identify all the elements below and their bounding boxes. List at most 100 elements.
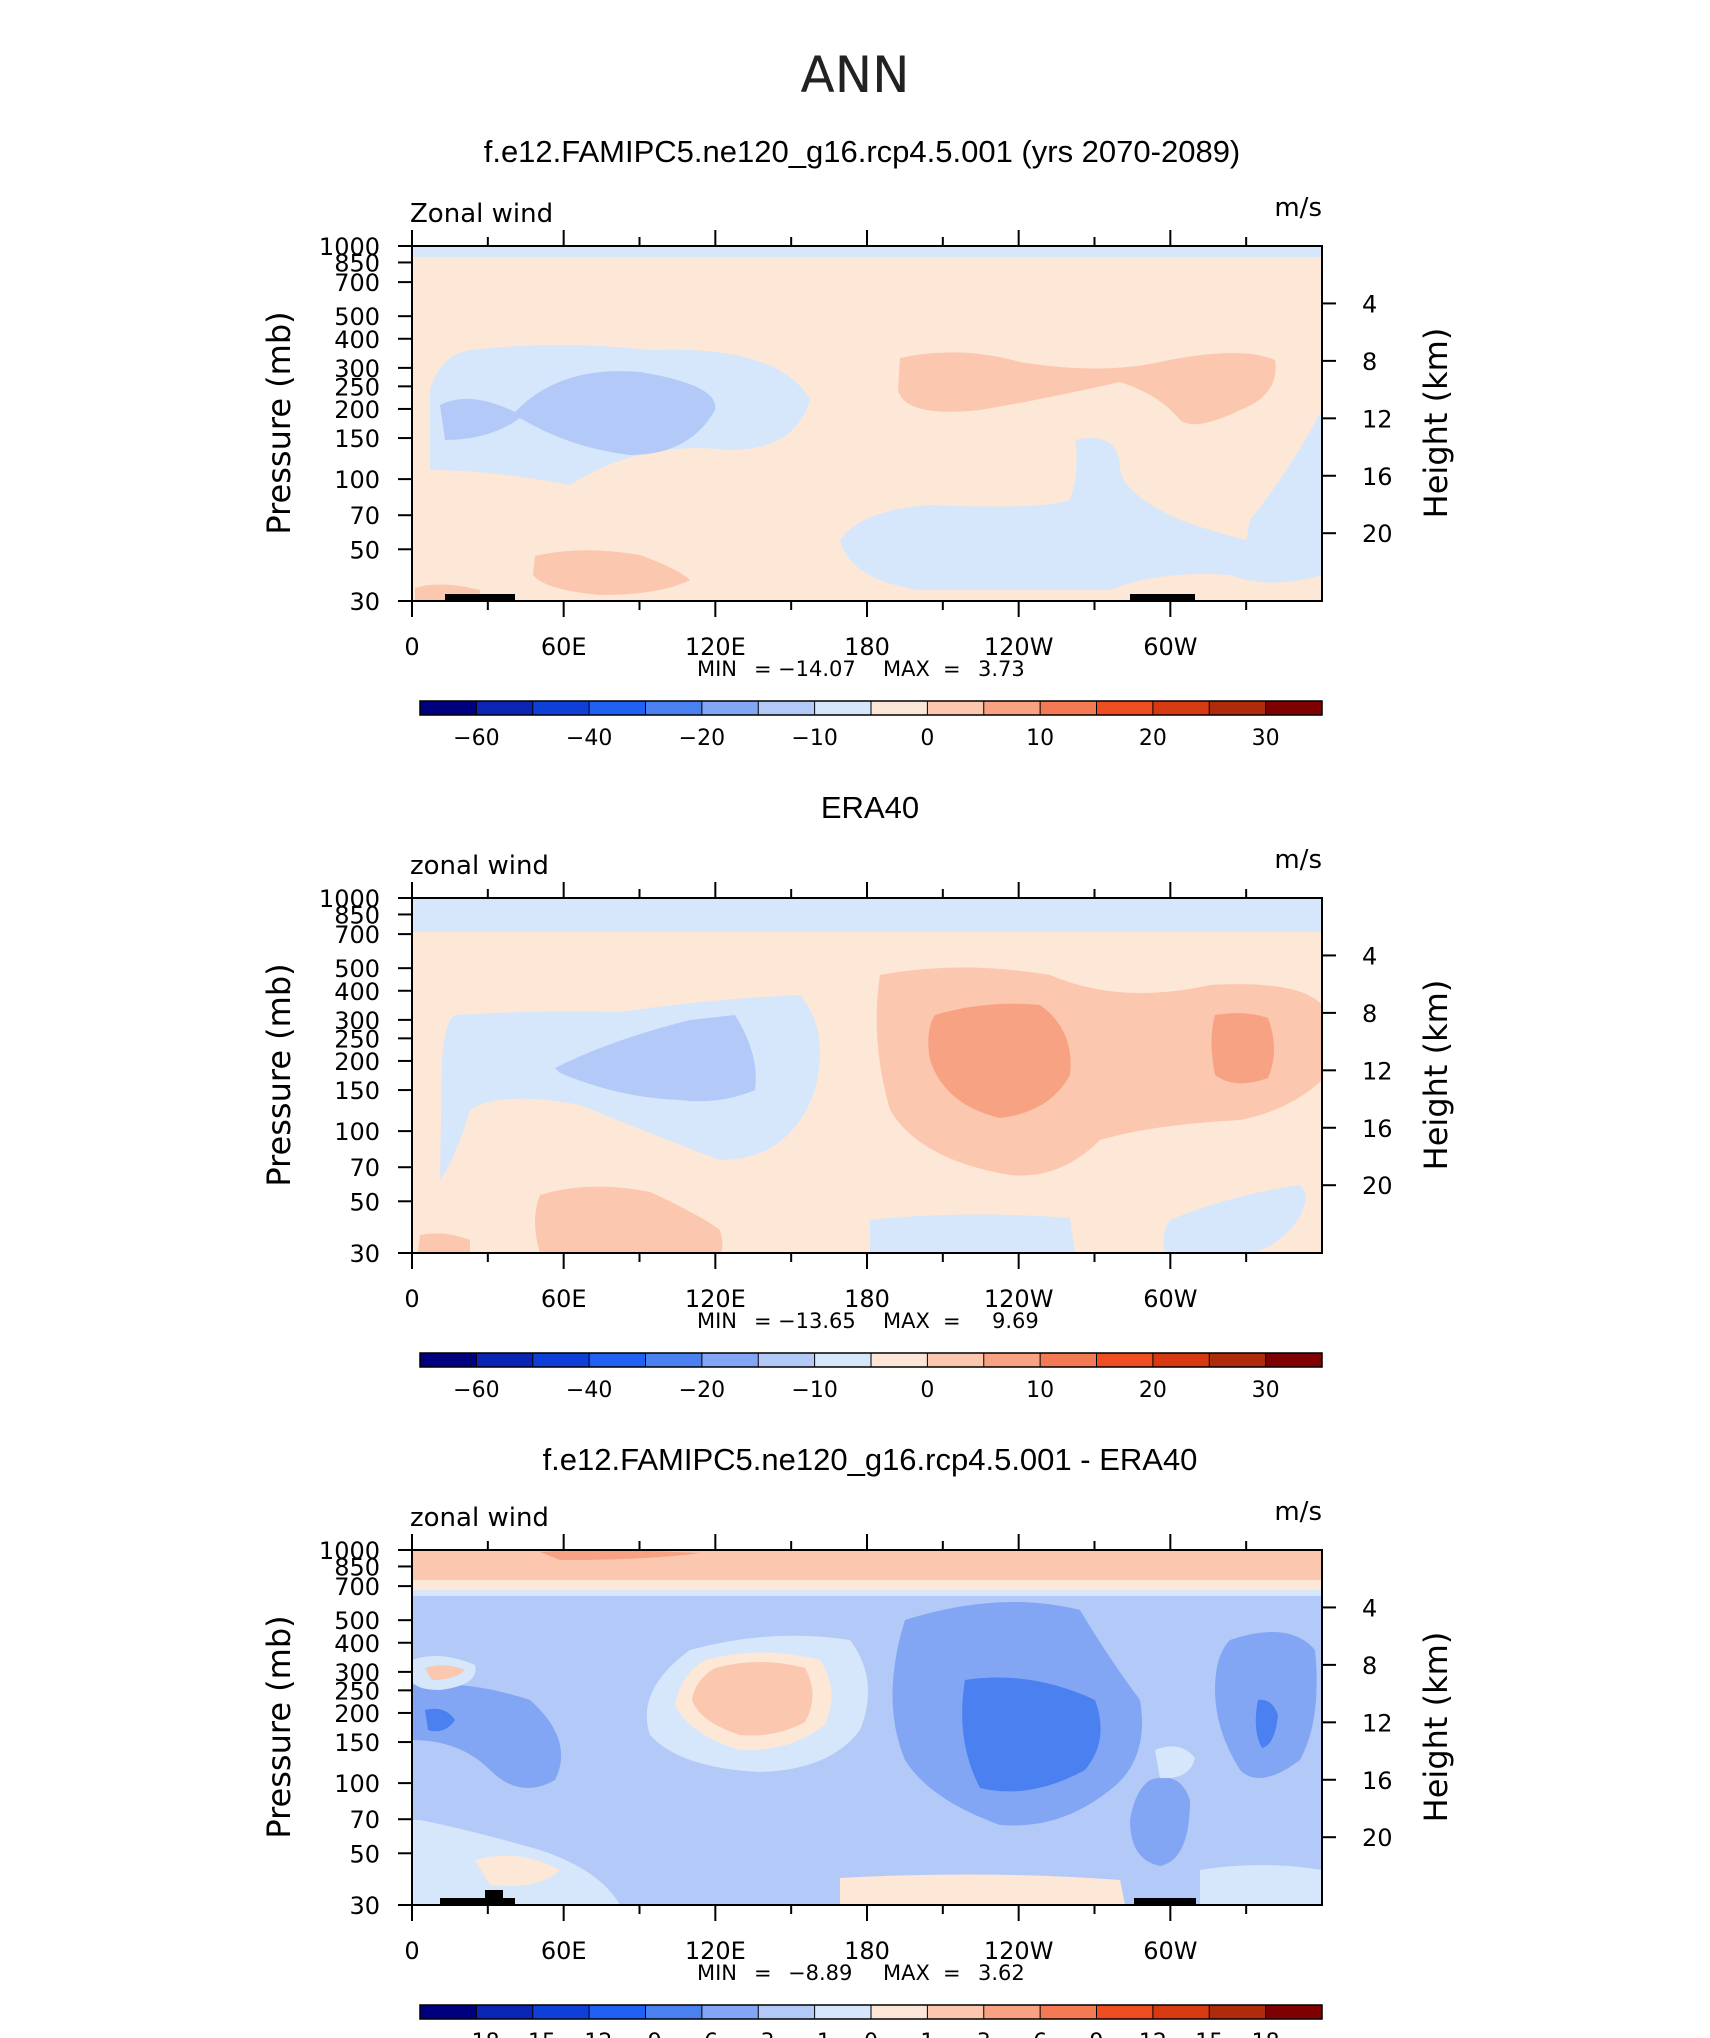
y-right-tick-label: 4 xyxy=(1362,942,1377,970)
colorbar-swatch xyxy=(420,2005,477,2019)
contour-region xyxy=(412,1684,562,1788)
min-max-label: MIN = −13.65 MAX = 9.69 xyxy=(697,1309,1039,1333)
colorbar-label: 12 xyxy=(1139,2030,1167,2038)
colorbar-swatch xyxy=(1152,1353,1210,1367)
colorbar: −18 −15 −12 −9 −6 −3 −1 0 1 3 6 9 12 15 18 xyxy=(419,2004,1323,2038)
y-axis-label-right: Height (km) xyxy=(1417,980,1455,1171)
y-tick-label: 70 xyxy=(349,502,380,530)
svg-text:−13.65: −13.65 xyxy=(778,1309,856,1333)
colorbar-label: −40 xyxy=(566,726,612,751)
x-tick-label: 60E xyxy=(541,1285,587,1313)
colorbar-label: 20 xyxy=(1139,1378,1167,1403)
colorbar-label: −20 xyxy=(679,726,725,751)
x-tick-label: 120E xyxy=(685,1285,746,1313)
colorbar-swatch xyxy=(1209,701,1267,715)
colorbar-label: −20 xyxy=(679,1378,725,1403)
y-tick-label: 700 xyxy=(334,921,380,949)
y-tick-label: 300 xyxy=(334,1659,380,1687)
x-tick-label: 180 xyxy=(844,1937,890,1965)
colorbar-swatch xyxy=(1265,2005,1323,2019)
contour-region xyxy=(412,246,1322,257)
y-tick-label: 70 xyxy=(349,1806,380,1834)
x-tick-label: 0 xyxy=(404,633,419,661)
y-tick-label: 300 xyxy=(334,355,380,383)
contour-region xyxy=(928,1003,1071,1118)
svg-text:MAX: MAX xyxy=(883,1309,930,1333)
topography-mask xyxy=(440,1898,515,1905)
colorbar: −60 −40 −20 −10 0 10 20 30 xyxy=(419,700,1323,751)
figure-title: ANN xyxy=(800,46,909,104)
contour-region xyxy=(1163,1185,1306,1253)
colorbar-label: −1 xyxy=(798,2030,830,2038)
y-right-tick-label: 8 xyxy=(1362,1652,1377,1680)
colorbar-label: 0 xyxy=(920,726,934,751)
y-tick-label: 100 xyxy=(334,466,380,494)
svg-text:−14.07: −14.07 xyxy=(778,657,856,681)
y-right-tick-label: 4 xyxy=(1362,290,1377,318)
min-max-label: MIN = −14.07 MAX = 3.73 xyxy=(697,657,1025,681)
colorbar: −60 −40 −20 −10 0 10 20 30 xyxy=(419,1352,1323,1403)
colorbar-swatch xyxy=(701,701,759,715)
y-axis-right-ticks: 20 16 12 8 4 xyxy=(1322,942,1393,1200)
x-tick-label: 60W xyxy=(1143,1285,1197,1313)
contour-region xyxy=(533,550,690,595)
colorbar-label: −10 xyxy=(791,1378,837,1403)
colorbar-swatch xyxy=(758,2005,816,2019)
y-tick-label: 500 xyxy=(334,955,380,983)
x-tick-label: 120E xyxy=(685,633,746,661)
y-tick-label: 1000 xyxy=(319,885,380,913)
x-tick-label: 120W xyxy=(984,633,1054,661)
y-axis-label: Pressure (mb) xyxy=(260,963,298,1186)
y-tick-label: 700 xyxy=(334,1573,380,1601)
panel-title: f.e12.FAMIPC5.ne120_g16.rcp4.5.001 - ERA… xyxy=(543,1442,1198,1477)
y-tick-label: 200 xyxy=(334,1048,380,1076)
y-right-tick-label: 12 xyxy=(1362,1709,1393,1737)
colorbar-label: −12 xyxy=(566,2030,612,2038)
contour-region xyxy=(1155,1746,1195,1779)
svg-text:=: = xyxy=(754,1961,772,1985)
y-right-tick-label: 12 xyxy=(1362,1057,1393,1085)
colorbar-label: 0 xyxy=(864,2030,878,2038)
y-tick-label: 50 xyxy=(349,1840,380,1868)
colorbar-swatch xyxy=(589,1353,646,1367)
y-tick-label: 700 xyxy=(334,269,380,297)
panel-difference: f.e12.FAMIPC5.ne120_g16.rcp4.5.001 - ERA… xyxy=(260,1442,1455,2038)
colorbar-swatch xyxy=(1152,701,1210,715)
colorbar-swatch xyxy=(758,1353,816,1367)
svg-text:MIN: MIN xyxy=(697,1961,737,1985)
y-right-tick-label: 8 xyxy=(1362,1000,1377,1028)
y-tick-label: 850 xyxy=(334,249,380,277)
y-tick-label: 30 xyxy=(349,1240,380,1268)
contour-region xyxy=(1245,410,1322,575)
plot-area xyxy=(411,897,1323,1254)
svg-text:MAX: MAX xyxy=(883,1961,930,1985)
colorbar-swatch xyxy=(645,1353,703,1367)
y-axis-label-right: Height (km) xyxy=(1417,1632,1455,1823)
contour-region xyxy=(425,1665,465,1680)
contour-region xyxy=(540,1550,700,1560)
contour-region xyxy=(1255,1699,1278,1748)
colorbar-label: 10 xyxy=(1026,726,1054,751)
y-tick-label: 1000 xyxy=(319,1537,380,1565)
colorbar-label: −9 xyxy=(629,2030,661,2038)
plot-area xyxy=(411,245,1323,602)
colorbar-swatch xyxy=(871,2005,928,2019)
contour-region xyxy=(412,1580,1322,1590)
x-tick-label: 0 xyxy=(404,1937,419,1965)
colorbar-swatch xyxy=(1096,701,1154,715)
colorbar-swatch xyxy=(927,1353,985,1367)
svg-text:MIN: MIN xyxy=(697,1309,737,1333)
contour-region xyxy=(440,371,716,455)
colorbar-label: 0 xyxy=(920,1378,934,1403)
svg-text:−8.89: −8.89 xyxy=(788,1961,852,1985)
colorbar-swatch xyxy=(983,701,1041,715)
variable-label: zonal wind xyxy=(410,1503,549,1533)
colorbar-label: −40 xyxy=(566,1378,612,1403)
y-right-tick-label: 12 xyxy=(1362,405,1393,433)
y-tick-label: 500 xyxy=(334,1607,380,1635)
svg-text:=: = xyxy=(754,657,772,681)
topography-mask xyxy=(1130,594,1195,601)
colorbar-swatch xyxy=(927,2005,985,2019)
